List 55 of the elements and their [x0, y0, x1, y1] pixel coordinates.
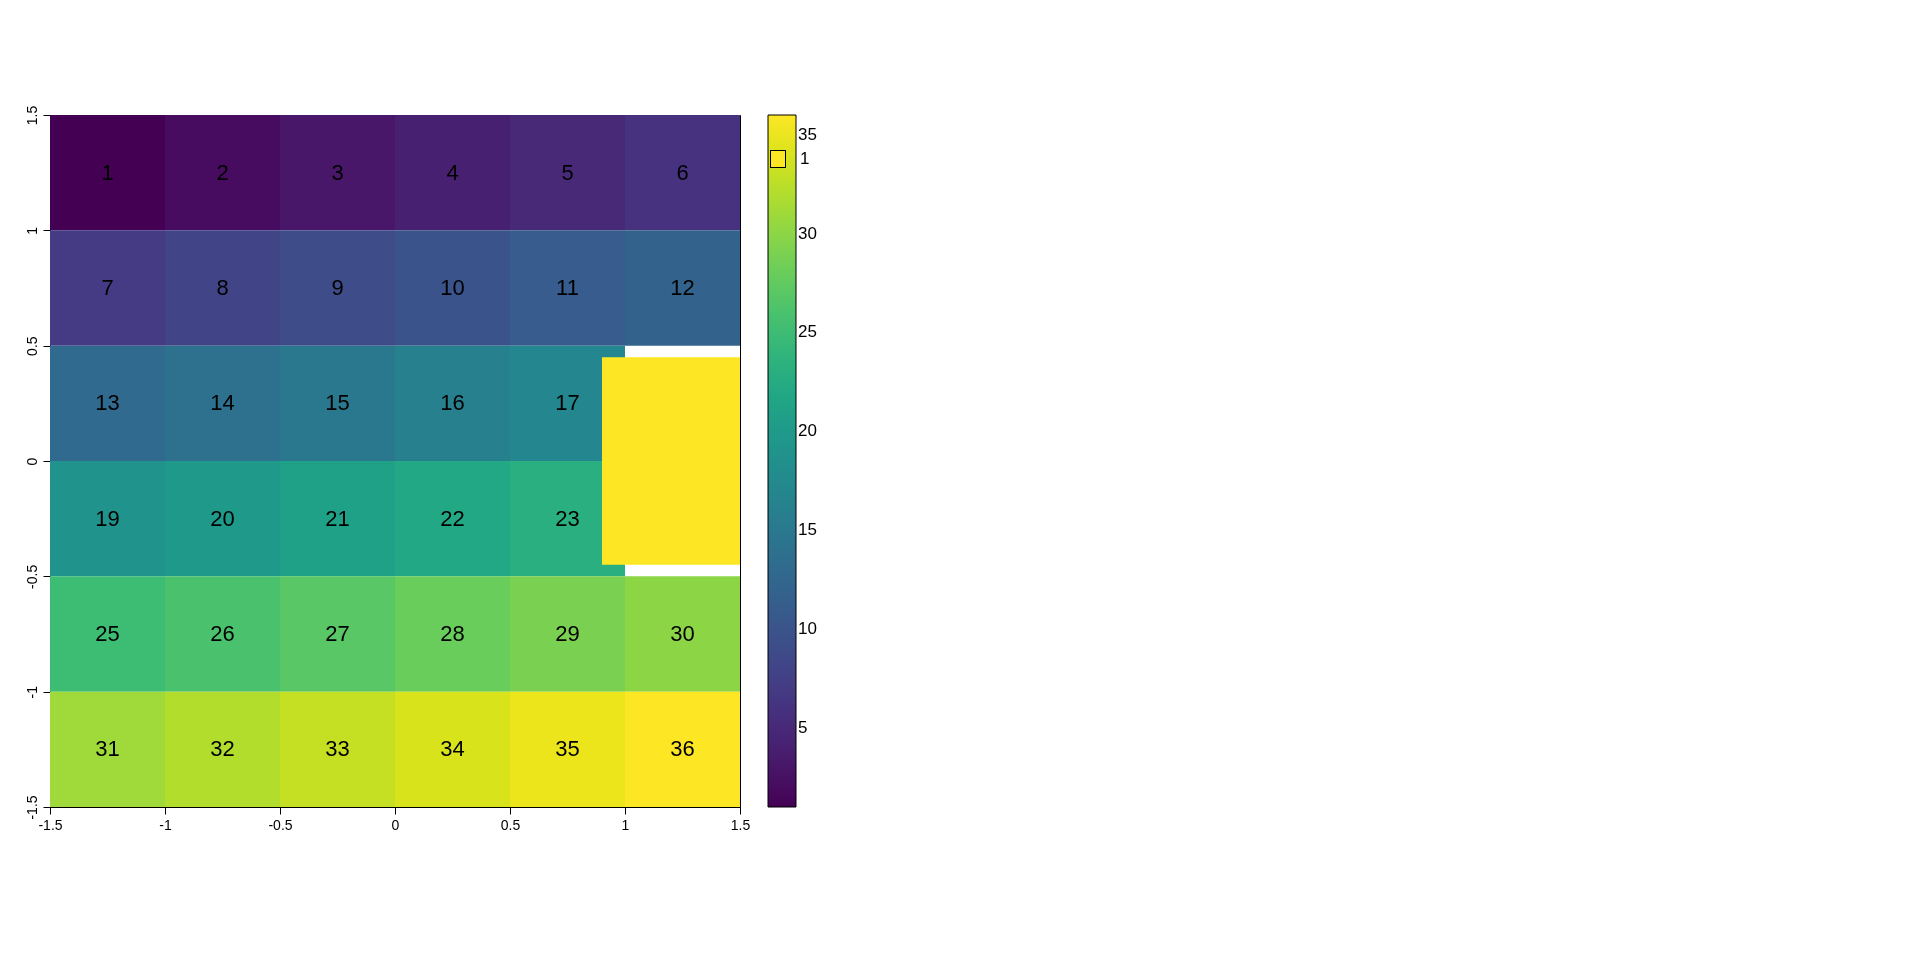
data-label: 22 [440, 505, 465, 531]
data-label: 23 [555, 505, 580, 531]
data-label: 36 [670, 736, 695, 762]
data-label: 20 [210, 505, 235, 531]
data-label: 12 [670, 275, 695, 300]
data-label: 27 [325, 621, 350, 646]
data-label: 21 [325, 505, 350, 531]
data-label: 9 [331, 275, 344, 300]
text: 1.5 [23, 105, 40, 126]
text: 1.5 [730, 816, 751, 833]
text: -0.5 [268, 816, 293, 833]
data-label: 1 [101, 159, 114, 185]
color-bar-label: 10 [798, 619, 817, 639]
data-label: 2 [216, 159, 229, 185]
data-label: 26 [210, 621, 235, 646]
data-label: 3 [331, 159, 344, 185]
data-label: 30 [670, 621, 695, 646]
data-label: 29 [555, 621, 580, 646]
data-label: 6 [676, 159, 689, 185]
data-label: 17 [555, 390, 580, 416]
data-label: 34 [440, 736, 465, 762]
data-label: 15 [325, 390, 350, 416]
data-label: 32 [210, 736, 235, 762]
data-label: 28 [440, 621, 465, 646]
data-label: 8 [216, 275, 229, 300]
data-label: 10 [440, 275, 465, 300]
data-label: 25 [95, 621, 120, 646]
data-label: 31 [95, 736, 120, 762]
text: 0.5 [23, 336, 40, 356]
text: -0.5 [23, 564, 40, 589]
color-bar-label: 20 [798, 421, 817, 441]
data-label: 33 [325, 736, 350, 762]
color-bar-label: 25 [798, 322, 817, 342]
data-label: 5 [561, 159, 574, 185]
data-label: 35 [555, 736, 580, 762]
data-label: 11 [556, 275, 579, 300]
data-label: 13 [95, 390, 120, 416]
data-label: 7 [101, 275, 114, 300]
color-bar-label: 35 [798, 124, 817, 144]
data-label: 19 [95, 505, 120, 531]
data-label: 4 [446, 159, 459, 185]
text: 0 [391, 816, 400, 833]
data-label: 16 [440, 390, 465, 416]
color-bar-label: 30 [798, 223, 817, 243]
text: 0 [23, 457, 40, 466]
text: 0.5 [500, 816, 521, 833]
text: -1.5 [38, 816, 63, 833]
text: 1 [621, 816, 630, 833]
data-label: 14 [210, 390, 235, 416]
color-bar-label: 15 [798, 520, 817, 540]
text: -1 [159, 816, 172, 833]
text: 1 [23, 226, 40, 235]
text: -1 [23, 685, 40, 699]
text: -1.5 [23, 795, 40, 820]
color-bar-label: 5 [798, 717, 808, 737]
